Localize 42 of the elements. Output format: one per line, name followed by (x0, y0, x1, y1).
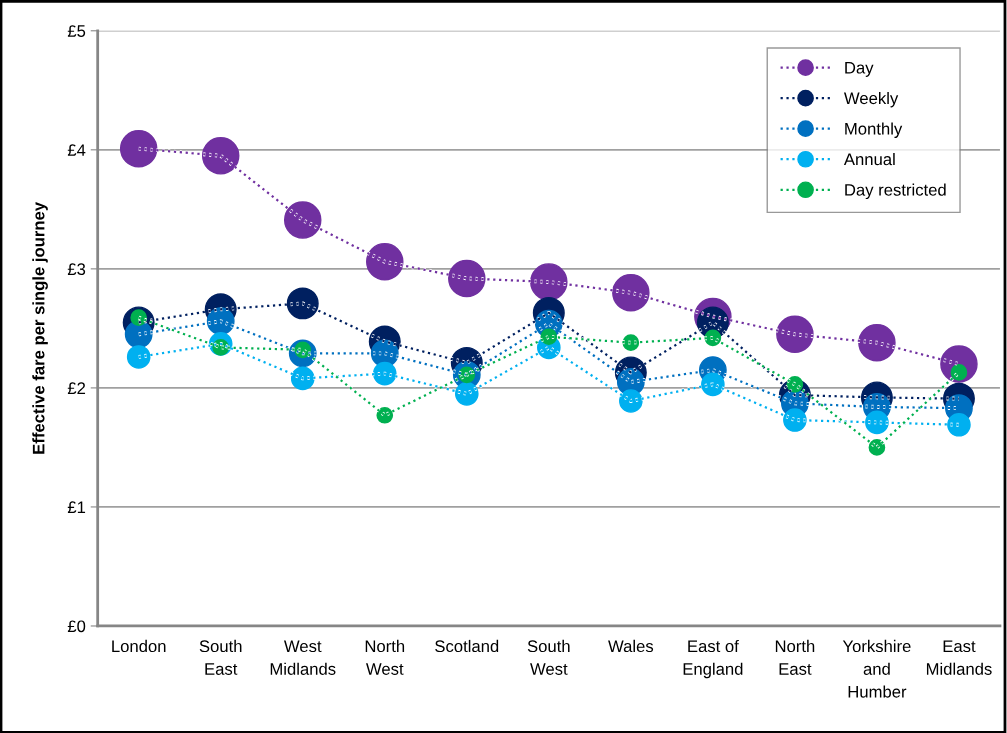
point (283, 201, 322, 239)
point (783, 408, 807, 432)
point (201, 137, 240, 175)
x-tick-label: North West (365, 639, 405, 675)
point (286, 287, 319, 320)
point (858, 323, 896, 362)
x-tick-label: Scotland (435, 639, 499, 653)
x-tick-label: South West (527, 639, 570, 675)
point (119, 129, 158, 168)
legend-label: Day restricted (845, 183, 946, 200)
point (530, 263, 568, 301)
point (366, 242, 404, 281)
point (776, 315, 814, 354)
legend-label: Annual (843, 152, 895, 166)
x-tick-label: Wales (608, 639, 654, 653)
point (612, 273, 650, 312)
y-tick-label: £1 (67, 501, 86, 513)
point (290, 366, 315, 391)
y-tick-label: £4 (67, 144, 86, 156)
point (448, 259, 486, 298)
x-tick-label: East of England (683, 639, 743, 679)
legend-label: Day (845, 61, 874, 77)
x-tick-label: West Midlands (270, 640, 336, 675)
legend-label: Monthly (845, 122, 903, 138)
y-tick-label: £3 (67, 263, 86, 276)
y-axis-title: Effective fare per single journey (32, 202, 48, 454)
x-tick-label: East Midlands (926, 640, 992, 675)
point (372, 361, 397, 386)
x-tick-label: North East (775, 639, 815, 675)
y-tick-label: £0 (67, 620, 86, 633)
x-tick-label: South East (199, 639, 242, 675)
point (701, 372, 725, 397)
y-tick-label: £5 (67, 25, 86, 37)
point (865, 410, 889, 435)
point (619, 389, 643, 413)
point (947, 412, 971, 437)
y-tick-label: £2 (67, 382, 86, 394)
x-tick-label: Yorkshire and Humber (842, 639, 911, 698)
point (454, 382, 479, 406)
point (126, 345, 151, 369)
legend-label: Weekly (843, 91, 899, 108)
x-tick-label: London (112, 639, 166, 653)
